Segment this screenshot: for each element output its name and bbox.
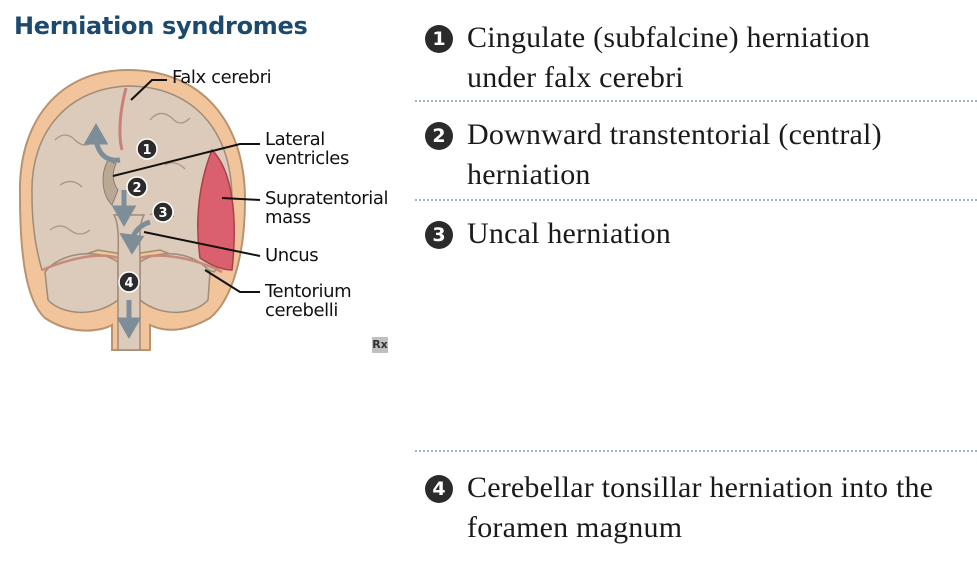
item-4-text: Cerebellar tonsillar herniation into the… [467, 468, 933, 548]
label-uncus: Uncus [265, 246, 318, 265]
item-2-line1: Downward transtentorial (central) [467, 115, 882, 155]
label-tentorium-line2: cerebelli [265, 301, 351, 320]
divider [415, 450, 977, 452]
label-falx-cerebri: Falx cerebri [172, 68, 271, 87]
item-3-text: Uncal herniation [467, 214, 671, 254]
marker-3-label: 3 [158, 206, 167, 221]
list-item-2: 2 Downward transtentorial (central) hern… [425, 115, 970, 195]
item-2-text: Downward transtentorial (central) hernia… [467, 115, 882, 195]
number-3-icon: 3 [425, 221, 453, 249]
item-1-line2: under falx cerebri [467, 58, 870, 98]
marker-4-label: 4 [124, 276, 133, 291]
rx-logo: Rx [372, 337, 388, 353]
label-supratentorial-mass: Supratentorial mass [265, 189, 388, 227]
item-4-line2: foramen magnum [467, 508, 933, 548]
divider [415, 100, 977, 102]
list-item-1: 1 Cingulate (subfalcine) herniation unde… [425, 18, 970, 98]
marker-2-label: 2 [132, 181, 141, 196]
label-lateral-ventricles: Lateral ventricles [265, 130, 349, 168]
number-1-icon: 1 [425, 25, 453, 53]
number-4-icon: 4 [425, 475, 453, 503]
item-1-line1: Cingulate (subfalcine) herniation [467, 18, 870, 58]
item-2-line2: herniation [467, 155, 882, 195]
label-tentorium-line1: Tentorium [265, 282, 351, 301]
list-item-3: 3 Uncal herniation [425, 214, 970, 254]
label-tentorium-cerebelli: Tentorium cerebelli [265, 282, 351, 320]
brain-diagram: 1 2 3 4 Falx cerebri Lateral ventricles … [0, 0, 410, 380]
label-lateral-line1: Lateral [265, 130, 349, 149]
item-4-line1: Cerebellar tonsillar herniation into the [467, 468, 933, 508]
marker-1-label: 1 [142, 143, 151, 158]
item-3-line1: Uncal herniation [467, 214, 671, 254]
item-1-text: Cingulate (subfalcine) herniation under … [467, 18, 870, 98]
divider [415, 199, 977, 201]
label-supra-line1: Supratentorial [265, 189, 388, 208]
number-2-icon: 2 [425, 122, 453, 150]
list-item-4: 4 Cerebellar tonsillar herniation into t… [425, 468, 970, 548]
label-lateral-line2: ventricles [265, 149, 349, 168]
label-supra-line2: mass [265, 208, 388, 227]
